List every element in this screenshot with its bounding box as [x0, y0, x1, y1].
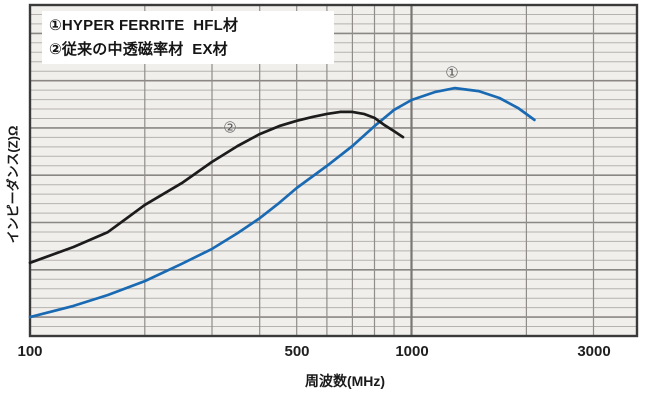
- curve-number-marker: ①: [445, 64, 459, 82]
- curve-ex: [28, 110, 405, 265]
- curve-hfl: [28, 86, 536, 319]
- curve-number-marker: ②: [223, 119, 237, 137]
- legend-entry-hfl: ①HYPER FERRITE HFL材: [49, 16, 239, 34]
- x-axis-title: 周波数(MHz): [304, 373, 386, 389]
- x-tick-label-1000: 1000: [395, 343, 429, 360]
- legend-entry-ex: ②従来の中透磁率材 EX材: [49, 40, 228, 58]
- chart-legend: ①HYPER FERRITE HFL材 ②従来の中透磁率材 EX材: [42, 11, 334, 64]
- x-tick-label-100: 100: [17, 343, 43, 360]
- y-axis-label: インピーダンス(Z)Ω: [5, 125, 21, 244]
- x-tick-label-3000: 3000: [577, 343, 611, 360]
- plot-border: [28, 3, 639, 338]
- x-tick-label-500: 500: [284, 343, 310, 360]
